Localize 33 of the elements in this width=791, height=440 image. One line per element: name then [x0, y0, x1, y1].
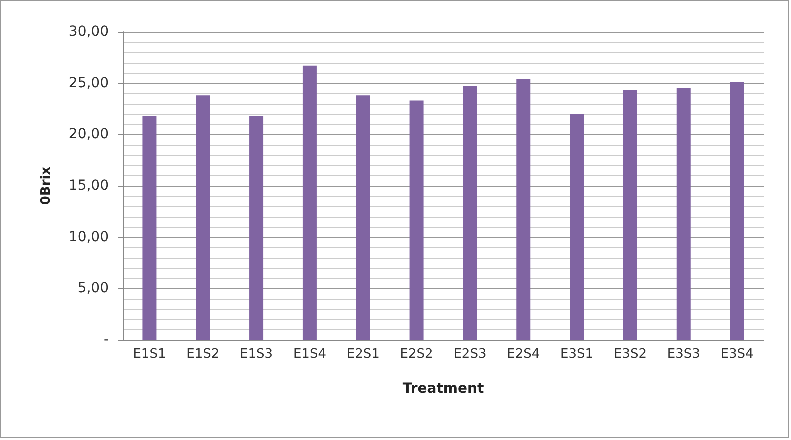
- x-tick-label: E2S3: [454, 347, 487, 362]
- bar: [250, 116, 264, 340]
- y-tick-label: 25,00: [68, 75, 109, 92]
- x-tick-label: E1S3: [240, 347, 274, 362]
- x-tick-label: E2S4: [507, 347, 540, 362]
- bar: [570, 114, 584, 340]
- bar: [463, 86, 478, 340]
- y-tick-label: 15,00: [68, 178, 109, 194]
- y-tick-label: 30,00: [68, 24, 109, 40]
- x-tick-label: E3S2: [614, 347, 647, 362]
- bar: [302, 66, 317, 340]
- x-tick-label: E1S4: [293, 347, 326, 362]
- y-tick-label: -: [104, 332, 109, 348]
- bar: [676, 88, 691, 340]
- y-axis-title: 0Brix: [39, 166, 54, 206]
- x-tick-label: E3S1: [560, 347, 594, 362]
- x-tick-label: E2S1: [346, 347, 380, 362]
- x-tick-label: E1S1: [133, 347, 166, 362]
- bar: [730, 82, 744, 340]
- bar: [142, 116, 157, 340]
- x-tick-label: E1S2: [186, 347, 220, 362]
- y-tick-label: 5,00: [78, 280, 109, 297]
- y-tick-label: 10,00: [68, 229, 109, 246]
- x-axis-title: Treatment: [402, 381, 484, 397]
- y-tick-label: 20,00: [68, 126, 109, 143]
- bar: [196, 96, 210, 340]
- bar: [410, 100, 424, 340]
- x-tick-label: E2S2: [400, 347, 434, 362]
- bar: [516, 79, 531, 340]
- x-tick-label: E3S3: [667, 347, 700, 362]
- bar: [356, 96, 370, 340]
- bar: [623, 90, 638, 340]
- x-tick-label: E3S4: [720, 347, 754, 362]
